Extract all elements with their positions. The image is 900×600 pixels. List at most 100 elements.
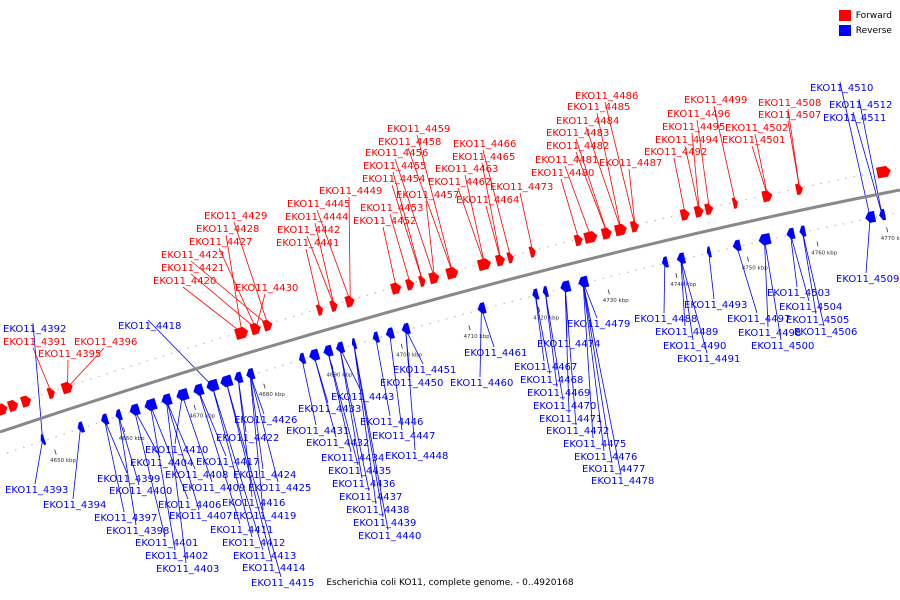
gene-label[interactable]: EKO11_4406 bbox=[158, 500, 221, 511]
gene-label[interactable]: EKO11_4442 bbox=[277, 225, 340, 236]
reverse-gene[interactable] bbox=[205, 378, 220, 393]
gene-label[interactable]: EKO11_4452 bbox=[353, 216, 416, 227]
reverse-gene[interactable] bbox=[322, 344, 334, 358]
reverse-gene[interactable] bbox=[541, 285, 549, 298]
gene-label[interactable]: EKO11_4412 bbox=[222, 538, 285, 549]
gene-label[interactable]: EKO11_4415 bbox=[251, 578, 314, 589]
forward-gene[interactable] bbox=[46, 386, 56, 400]
gene-label[interactable]: EKO11_4486 bbox=[575, 91, 638, 102]
gene-label[interactable]: EKO11_4483 bbox=[546, 128, 609, 139]
forward-gene[interactable] bbox=[445, 266, 459, 280]
gene-label[interactable]: EKO11_4417 bbox=[196, 457, 259, 468]
forward-gene[interactable] bbox=[679, 208, 691, 221]
gene-label[interactable]: EKO11_4408 bbox=[165, 470, 228, 481]
gene-label[interactable]: EKO11_4504 bbox=[779, 302, 842, 313]
gene-label[interactable]: EKO11_4434 bbox=[321, 453, 384, 464]
forward-gene[interactable] bbox=[494, 254, 506, 267]
gene-label[interactable]: EKO11_4495 bbox=[662, 122, 725, 133]
gene-label[interactable]: EKO11_4494 bbox=[655, 135, 718, 146]
gene-label[interactable]: EKO11_4482 bbox=[546, 141, 609, 152]
gene-label[interactable]: EKO11_4436 bbox=[332, 479, 395, 490]
forward-gene[interactable] bbox=[731, 197, 739, 209]
gene-label[interactable]: EKO11_4413 bbox=[233, 551, 296, 562]
gene-label[interactable]: EKO11_4407 bbox=[169, 511, 232, 522]
reverse-gene[interactable] bbox=[245, 367, 256, 381]
reverse-gene[interactable] bbox=[233, 371, 244, 384]
reverse-gene[interactable] bbox=[160, 393, 173, 406]
gene-label[interactable]: EKO11_4429 bbox=[204, 211, 267, 222]
gene-label[interactable]: EKO11_4447 bbox=[372, 431, 435, 442]
gene-label[interactable]: EKO11_4414 bbox=[242, 563, 305, 574]
gene-label[interactable]: EKO11_4397 bbox=[94, 513, 157, 524]
gene-label[interactable]: EKO11_4451 bbox=[393, 365, 456, 376]
reverse-gene[interactable] bbox=[559, 280, 572, 293]
reverse-gene[interactable] bbox=[297, 352, 307, 365]
gene-label[interactable]: EKO11_4487 bbox=[599, 158, 662, 169]
legend-forward[interactable]: Forward bbox=[838, 8, 892, 23]
reverse-gene[interactable] bbox=[350, 337, 358, 350]
reverse-gene[interactable] bbox=[661, 256, 669, 268]
forward-gene[interactable] bbox=[506, 251, 515, 264]
gene-label[interactable]: EKO11_4424 bbox=[233, 470, 296, 481]
gene-label[interactable]: EKO11_4506 bbox=[794, 327, 857, 338]
reverse-gene[interactable] bbox=[39, 434, 47, 446]
gene-label[interactable]: EKO11_4445 bbox=[287, 199, 350, 210]
gene-label[interactable]: EKO11_4404 bbox=[130, 458, 193, 469]
forward-gene[interactable] bbox=[629, 220, 640, 233]
gene-label[interactable]: EKO11_4438 bbox=[346, 505, 409, 516]
gene-label[interactable]: EKO11_4493 bbox=[684, 300, 747, 311]
gene-label[interactable]: EKO11_4502 bbox=[725, 123, 788, 134]
reverse-gene[interactable] bbox=[864, 210, 877, 224]
gene-label[interactable]: EKO11_4456 bbox=[365, 148, 428, 159]
forward-gene[interactable] bbox=[613, 223, 628, 237]
gene-label[interactable]: EKO11_4465 bbox=[452, 152, 515, 163]
reverse-gene[interactable] bbox=[531, 288, 540, 300]
gene-label[interactable]: EKO11_4461 bbox=[464, 348, 527, 359]
gene-label[interactable]: EKO11_4420 bbox=[153, 276, 216, 287]
gene-label[interactable]: EKO11_4468 bbox=[520, 375, 583, 386]
forward-gene[interactable] bbox=[315, 304, 325, 316]
reverse-gene[interactable] bbox=[476, 302, 487, 315]
gene-label[interactable]: EKO11_4472 bbox=[546, 426, 609, 437]
gene-label[interactable]: EKO11_4425 bbox=[248, 483, 311, 494]
forward-gene[interactable] bbox=[234, 326, 250, 340]
reverse-gene[interactable] bbox=[878, 208, 887, 221]
gene-label[interactable]: EKO11_4440 bbox=[358, 531, 421, 542]
gene-label[interactable]: EKO11_4435 bbox=[328, 466, 391, 477]
reverse-gene[interactable] bbox=[192, 383, 205, 396]
gene-label[interactable]: EKO11_4458 bbox=[378, 137, 441, 148]
gene-label[interactable]: EKO11_4444 bbox=[285, 212, 348, 223]
forward-gene[interactable] bbox=[405, 278, 416, 291]
gene-label[interactable]: EKO11_4431 bbox=[286, 426, 349, 437]
gene-label[interactable]: EKO11_4505 bbox=[786, 315, 849, 326]
gene-label[interactable]: EKO11_4499 bbox=[684, 95, 747, 106]
gene-label[interactable]: EKO11_4454 bbox=[362, 174, 425, 185]
gene-label[interactable]: EKO11_4473 bbox=[490, 182, 553, 193]
gene-label[interactable]: EKO11_4448 bbox=[385, 451, 448, 462]
forward-gene[interactable] bbox=[19, 394, 33, 408]
gene-label[interactable]: EKO11_4455 bbox=[363, 161, 426, 172]
gene-label[interactable]: EKO11_4416 bbox=[222, 498, 285, 509]
gene-label[interactable]: EKO11_4460 bbox=[450, 378, 513, 389]
gene-label[interactable]: EKO11_4423 bbox=[161, 250, 224, 261]
gene-label[interactable]: EKO11_4510 bbox=[810, 83, 873, 94]
forward-gene[interactable] bbox=[0, 402, 9, 417]
gene-label[interactable]: EKO11_4511 bbox=[823, 113, 886, 124]
gene-label[interactable]: EKO11_4471 bbox=[539, 414, 602, 425]
gene-label[interactable]: EKO11_4474 bbox=[537, 339, 600, 350]
gene-label[interactable]: EKO11_4478 bbox=[591, 476, 654, 487]
gene-label[interactable]: EKO11_4400 bbox=[109, 486, 172, 497]
gene-label[interactable]: EKO11_4485 bbox=[567, 102, 630, 113]
forward-gene[interactable] bbox=[600, 227, 613, 240]
gene-label[interactable]: EKO11_4463 bbox=[435, 164, 498, 175]
gene-label[interactable]: EKO11_4489 bbox=[655, 327, 718, 338]
gene-label[interactable]: EKO11_4441 bbox=[276, 238, 339, 249]
forward-gene[interactable] bbox=[344, 295, 356, 308]
forward-gene[interactable] bbox=[418, 275, 427, 287]
reverse-gene[interactable] bbox=[757, 232, 772, 246]
gene-label[interactable]: EKO11_4394 bbox=[43, 500, 106, 511]
gene-label[interactable]: EKO11_4459 bbox=[387, 124, 450, 135]
gene-label[interactable]: EKO11_4392 bbox=[3, 324, 66, 335]
gene-label[interactable]: EKO11_4449 bbox=[319, 186, 382, 197]
forward-gene[interactable] bbox=[390, 281, 403, 295]
